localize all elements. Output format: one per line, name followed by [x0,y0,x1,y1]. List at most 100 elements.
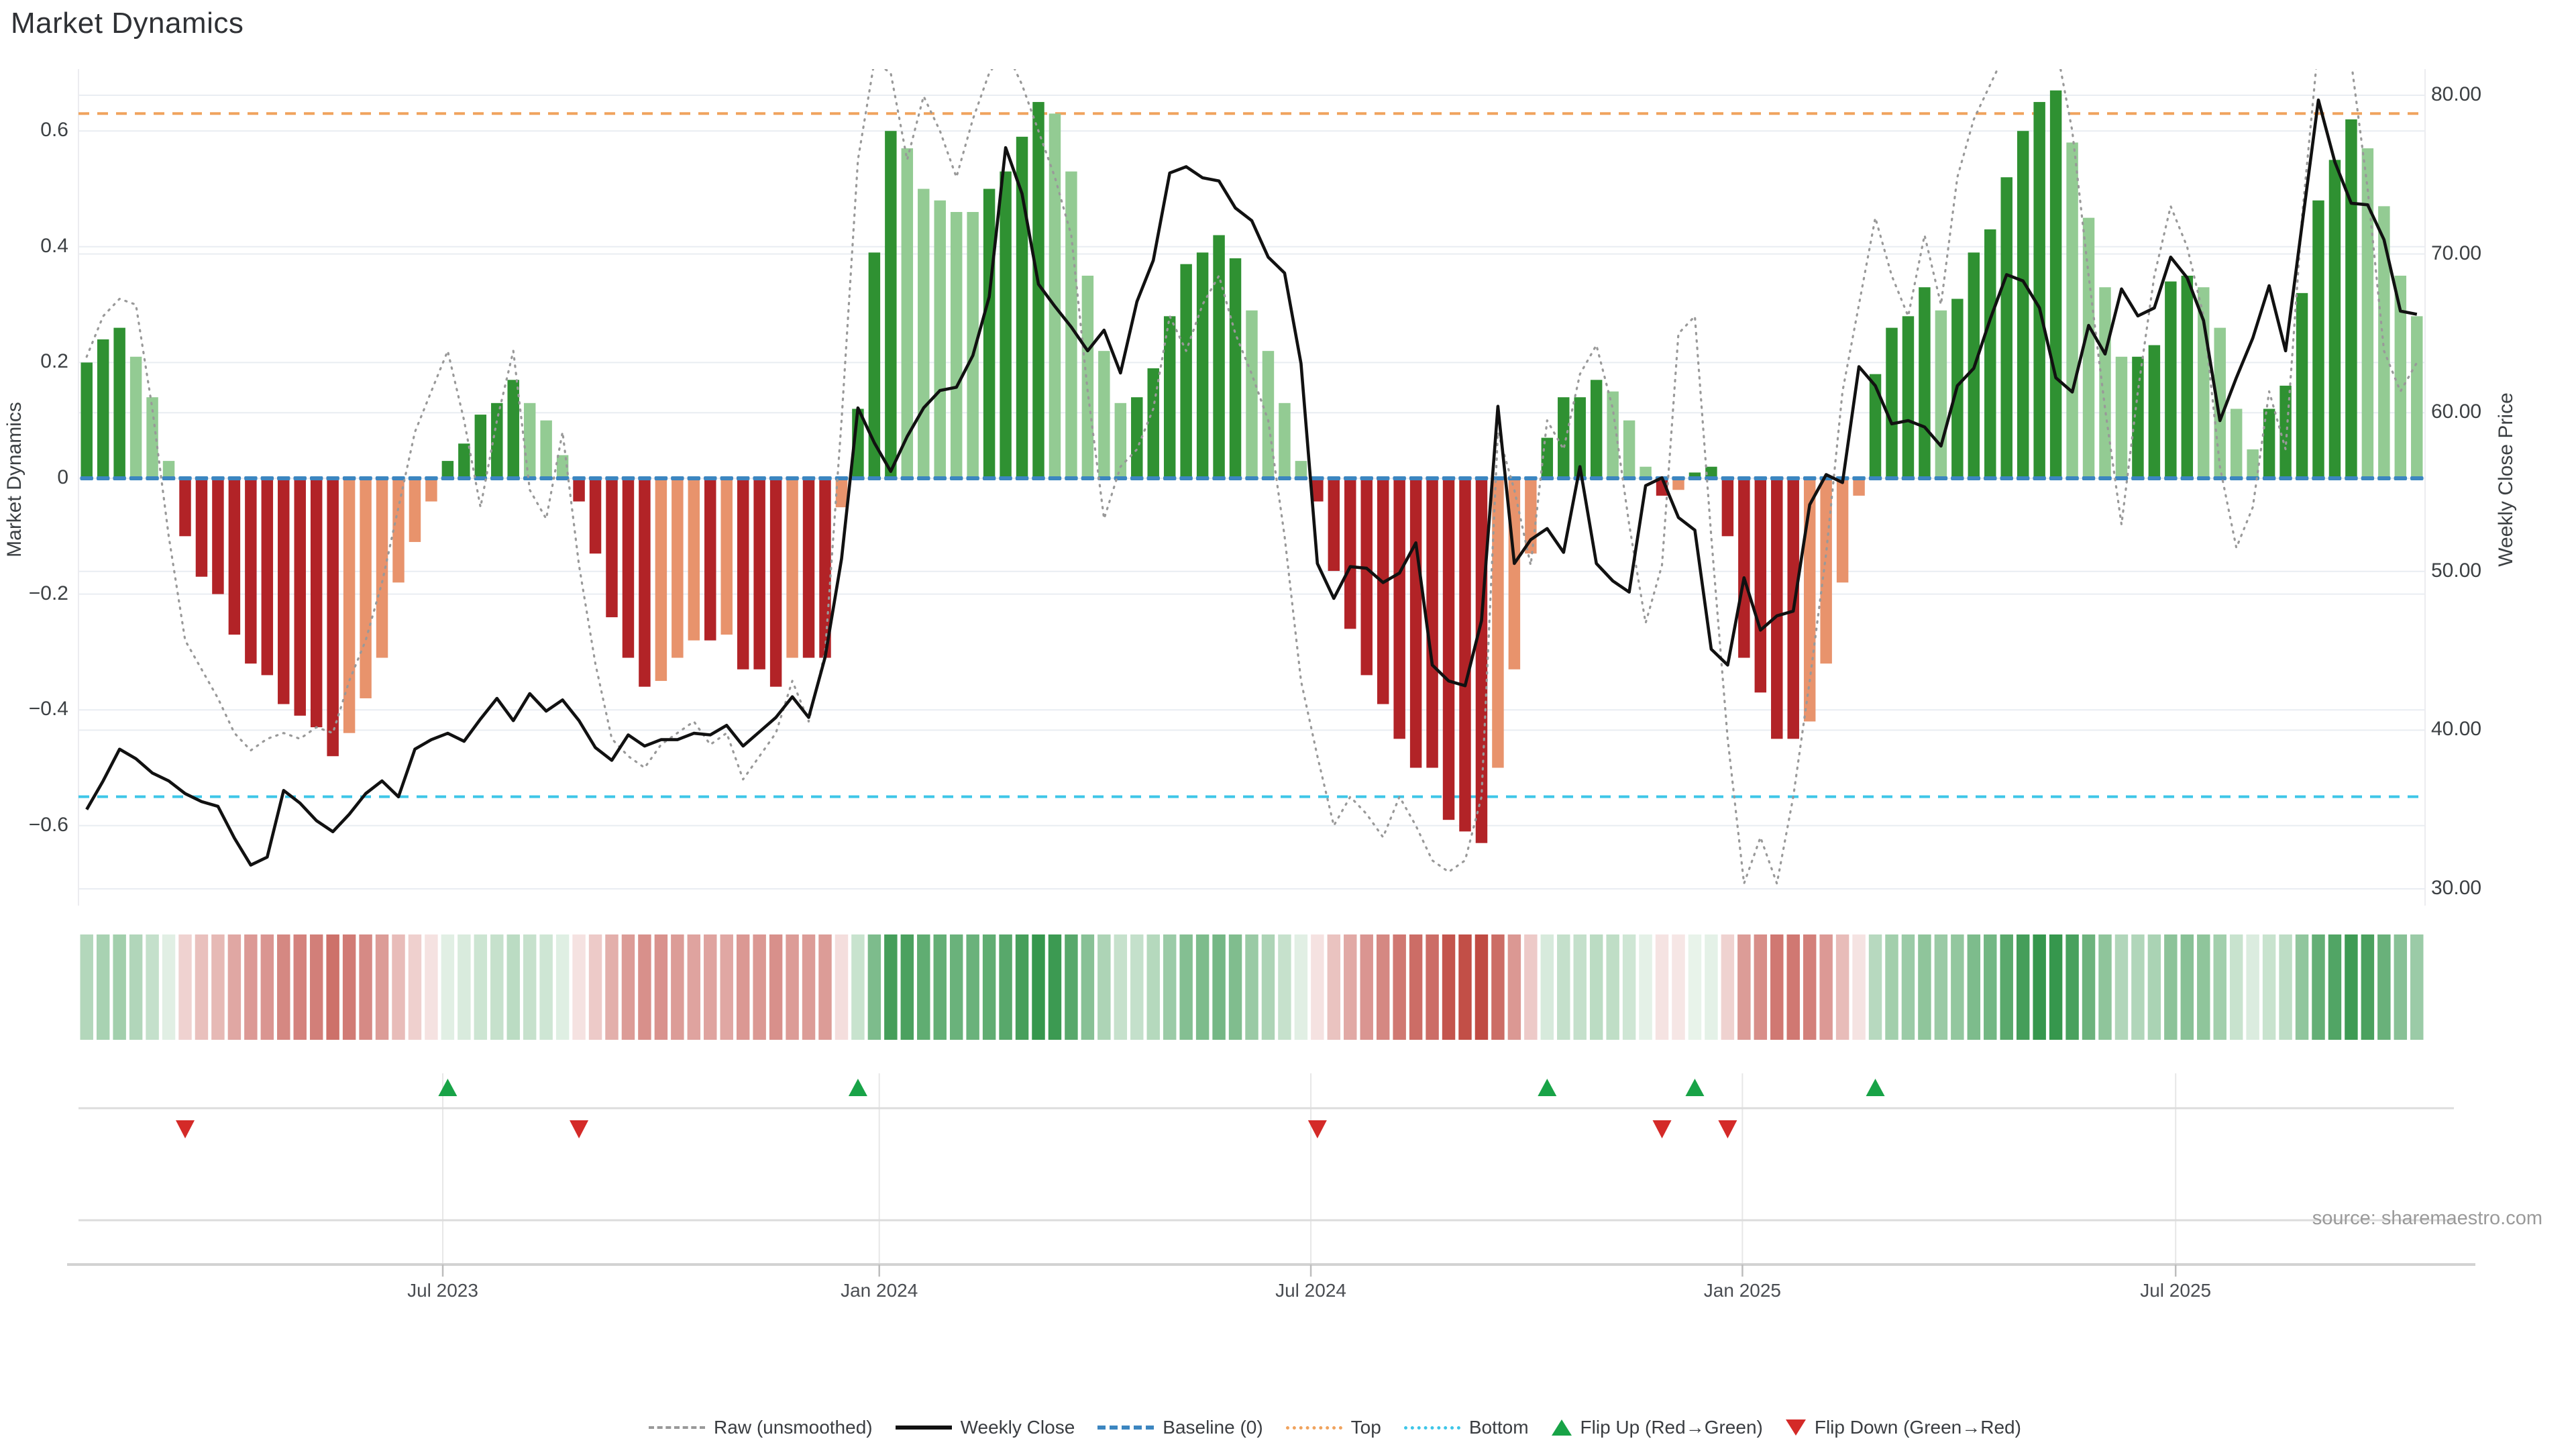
dynamics-bar [376,478,388,658]
dynamics-bar [1919,287,1931,478]
dynamics-bar [441,461,454,478]
heatmap-cell [1245,934,1258,1040]
legend-label: Bottom [1468,1417,1529,1438]
dynamics-bar [343,478,356,733]
left-axis-tick: −0.4 [28,698,68,720]
heatmap-cell [2197,934,2210,1040]
heatmap-cell [999,934,1012,1040]
dynamics-bar [1377,478,1389,704]
heatmap-cell [2394,934,2408,1040]
heatmap-cell [2000,934,2013,1040]
dynamics-bar [113,327,125,478]
right-axis-tick: 80.00 [2431,83,2482,105]
dynamics-bar [1738,478,1750,658]
heatmap-cell [2410,934,2424,1040]
left-axis-tick: 0.4 [40,234,68,257]
dynamics-bar [2361,148,2374,478]
heatmap-cell [539,934,553,1040]
marker-lanes [67,1073,2475,1277]
heatmap-cell [1409,934,1423,1040]
dynamics-bar [918,189,930,478]
dynamics-bar [409,478,421,542]
heatmap-cell [933,934,947,1040]
heatmap-cell [1195,934,1210,1040]
dynamics-bar [639,478,651,687]
x-axis-tick: Jan 2024 [841,1280,918,1301]
heatmap-cell [1261,934,1275,1040]
dynamics-bar [97,339,109,478]
right-axis-tick: 60.00 [2431,400,2482,423]
flip-up-legend-icon [1551,1419,1572,1436]
heatmap-cell [769,934,783,1040]
heatmap-cell [1655,934,1669,1040]
right-axis-tick: 50.00 [2431,559,2482,582]
heatmap-cell [588,934,602,1040]
dynamics-bar [1114,402,1127,478]
flip-up-icon [1538,1079,1557,1096]
x-axis-tick: Jul 2025 [2140,1280,2212,1301]
heatmap-cell [2147,934,2161,1040]
heatmap-cell [1672,934,1685,1040]
dynamics-bar [278,478,290,704]
heatmap-cell [2229,934,2243,1040]
dynamics-bar [1098,351,1110,478]
heatmap-cell [1442,934,1456,1040]
dynamics-bar [507,380,519,478]
flip-down-icon [570,1120,589,1138]
dynamics-bar [2165,281,2177,478]
heatmap-cell [736,934,750,1040]
heatmap-cell [2246,934,2259,1040]
heatmap-cell [2114,934,2129,1040]
heatmap-cell [506,934,520,1040]
heatmap-cell [555,934,570,1040]
dynamics-bar [1803,478,1816,722]
dynamics-bar [2000,177,2012,478]
dynamics-bar [1311,478,1324,502]
baseline-dashes [80,476,2424,480]
dynamics-bar [162,461,175,478]
dynamics-bar [360,478,372,698]
heatmap-cell [2049,934,2063,1040]
heatmap-cell [900,934,914,1040]
dynamics-bar [1459,478,1471,832]
dynamics-bar [2230,409,2243,478]
dynamics-bar [1246,310,1258,478]
heatmap-cell [1507,934,1521,1040]
heatmap-cell [227,934,241,1040]
dynamics-bar [2017,131,2029,478]
dynamics-bar [2049,90,2062,479]
flip-up-icon [1685,1079,1705,1096]
heatmap-cell [178,934,192,1040]
heatmap-cell [2098,934,2112,1040]
dynamics-bar [179,478,191,537]
heatmap-cell [1458,934,1472,1040]
heatmap-cell [786,934,799,1040]
dynamics-bar [2328,160,2341,478]
dynamics-bar [868,252,881,478]
dynamics-bar [1754,478,1767,693]
heatmap-cell [1984,934,1997,1040]
dynamics-bar [556,455,569,478]
gridlines [78,69,2426,906]
dynamics-bar [786,478,798,658]
heatmap-cell [753,934,766,1040]
dynamics-bar [720,478,733,635]
heatmap-cell [146,934,159,1040]
dynamics-bar [2263,409,2275,478]
dynamics-bar [2099,287,2111,478]
dynamics-bar [622,478,635,658]
dynamics-bar [1525,478,1537,554]
dynamics-bar [1147,368,1159,478]
dynamics-bar [1558,397,1570,478]
dynamics-bar [983,189,996,478]
dynamics-bars [80,90,2423,843]
dynamics-bar [491,402,503,478]
heatmap-cell [1393,934,1406,1040]
legend-item: Weekly Close [895,1417,1075,1438]
x-axis-tick: Jan 2025 [1703,1280,1781,1301]
legend-label: Raw (unsmoothed) [714,1417,873,1438]
close-legend-icon [895,1426,952,1430]
heatmap-cell [1015,934,1029,1040]
dynamics-bar [1213,235,1225,478]
right-axis-title: Weekly Close Price [2495,392,2517,567]
